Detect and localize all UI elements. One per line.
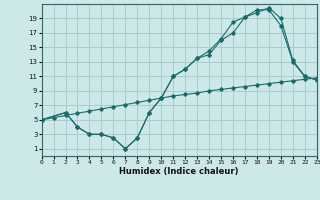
X-axis label: Humidex (Indice chaleur): Humidex (Indice chaleur)	[119, 167, 239, 176]
